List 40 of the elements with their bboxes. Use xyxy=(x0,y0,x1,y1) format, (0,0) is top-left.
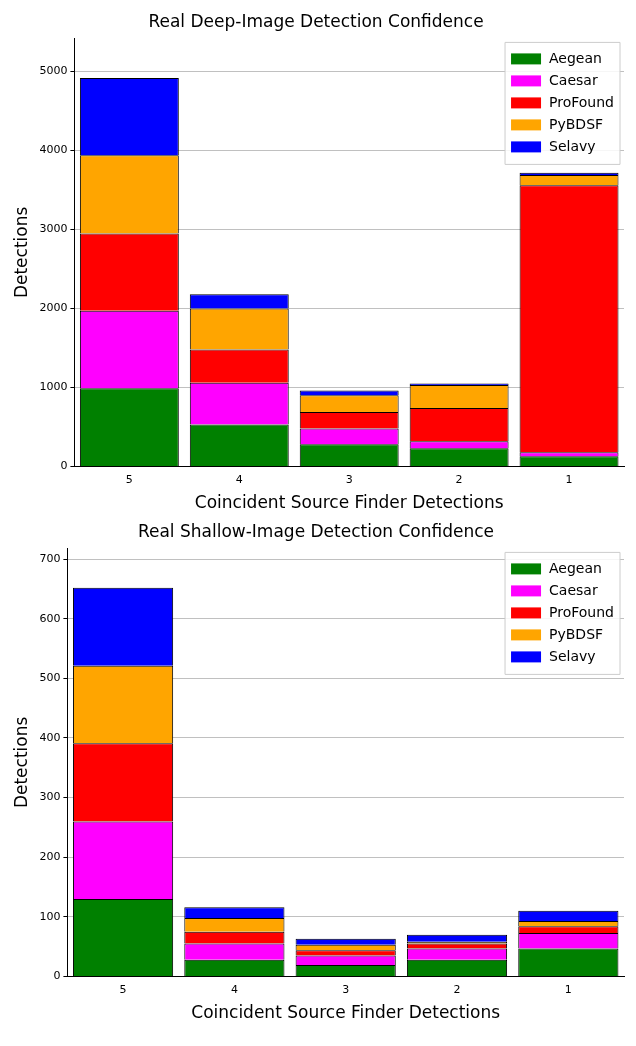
legend-label: Aegean xyxy=(549,560,602,577)
x-tick-label: 1 xyxy=(565,472,573,486)
x-tick-label: 5 xyxy=(125,472,133,486)
y-tick-label: 0 xyxy=(53,969,61,983)
y-axis-title: Detections xyxy=(10,206,31,299)
x-tick-label: 1 xyxy=(564,982,572,996)
legend-label: PyBDSF xyxy=(549,626,604,643)
x-tick-label: 4 xyxy=(230,982,238,996)
y-axis-title: Detections xyxy=(10,716,31,809)
chart-title: Real Shallow-Image Detection Confidence xyxy=(137,520,495,541)
y-tick-label: 2000 xyxy=(39,301,68,315)
x-tick-label: 2 xyxy=(453,982,461,996)
legend-label: ProFound xyxy=(549,94,615,111)
y-tick-label: 3000 xyxy=(39,222,68,236)
y-tick-label: 0 xyxy=(60,459,68,473)
legend-label: PyBDSF xyxy=(549,116,604,133)
y-tick-label: 4000 xyxy=(39,143,68,157)
x-tick-label: 3 xyxy=(342,982,350,996)
y-tick-label: 700 xyxy=(39,551,61,565)
y-tick-label: 300 xyxy=(39,790,61,804)
y-tick-label: 200 xyxy=(39,850,61,864)
legend-label: Selavy xyxy=(549,648,596,665)
chart-title: Real Deep-Image Detection Confidence xyxy=(148,10,484,31)
y-tick-label: 5000 xyxy=(39,64,68,78)
x-tick-label: 4 xyxy=(235,472,243,486)
y-tick-label: 600 xyxy=(39,611,61,625)
x-tick-label: 5 xyxy=(119,982,127,996)
legend-label: Aegean xyxy=(549,50,602,67)
x-tick-label: 3 xyxy=(345,472,353,486)
x-axis-title: Coincident Source Finder Detections xyxy=(191,1002,501,1023)
x-tick-label: 2 xyxy=(455,472,463,486)
legend-label: Selavy xyxy=(549,138,596,155)
legend-label: ProFound xyxy=(549,604,615,621)
legend-label: Caesar xyxy=(549,72,598,89)
legend-label: Caesar xyxy=(549,582,598,599)
x-axis-title: Coincident Source Finder Detections xyxy=(194,492,504,513)
y-tick-label: 400 xyxy=(39,730,61,744)
y-tick-label: 500 xyxy=(39,671,61,685)
y-tick-label: 1000 xyxy=(39,380,68,394)
y-tick-label: 100 xyxy=(39,909,61,923)
